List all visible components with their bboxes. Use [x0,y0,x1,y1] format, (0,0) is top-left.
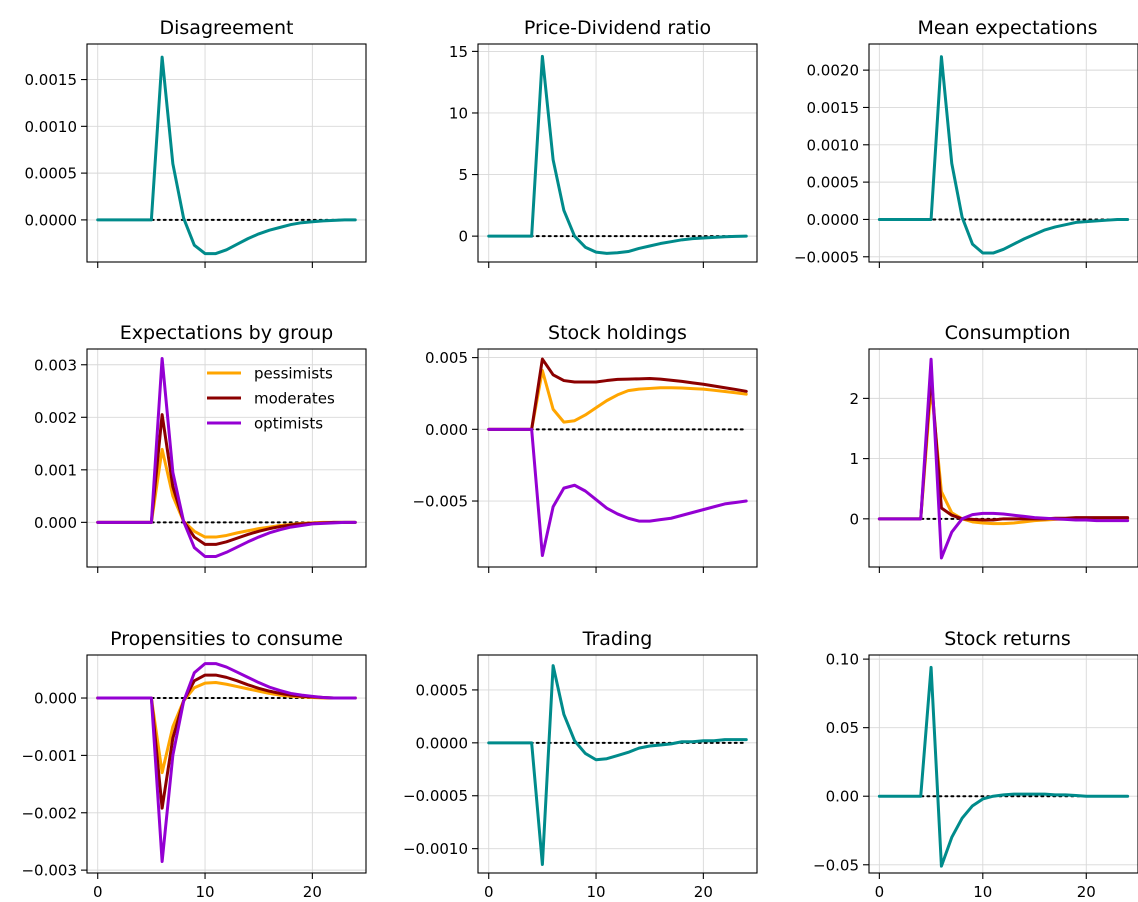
subplot-6: 0 1 2 Consumption [849,322,1138,573]
y-tick-label: −0.0005 [794,248,859,266]
axes-frame [86,348,367,568]
plot-area [96,662,357,864]
plot-area [96,55,357,256]
subplot-title: Disagreement [160,17,294,39]
series-line-pessimists [877,384,1130,526]
subplot-title: Mean expectations [918,17,1098,39]
series-line-optimists [877,357,1130,560]
axes-frame [868,348,1138,568]
plot-area [877,357,1130,560]
plot-area [877,665,1130,868]
y-tick-label: 0.0000 [25,211,78,229]
subplot-7: −0.003 −0.002 −0.001 0.000 0 10 20 Propensities… [21,628,367,901]
y-tick-label: 0.005 [425,349,468,367]
y-tick-label: 0.0000 [416,734,469,752]
axes-frame [868,43,1138,263]
y-tick-label: 0.001 [34,461,77,479]
subplot-title: Propensities to consume [110,628,343,650]
legend-label-moderates: moderates [254,390,335,408]
subplot-title: Consumption [945,322,1071,344]
y-tick-label: 0.10 [826,651,859,669]
series-line-optimists [96,356,357,558]
y-tick-label: −0.002 [21,804,77,822]
x-tick-label: 0 [93,883,103,901]
series-line-optimists [96,662,357,864]
subplot-title: Trading [582,628,653,650]
y-tick-label: −0.0005 [403,787,468,805]
y-tick-label: 0.0010 [25,118,78,136]
y-tick-label: 0.000 [425,421,468,439]
series-line-moderates [96,673,357,810]
y-tick-label: 2 [849,390,859,408]
y-tick-label: 0.05 [826,719,859,737]
y-tick-label: 0.000 [34,690,77,708]
series-line-response [877,665,1130,868]
y-tick-label: 0.002 [34,409,77,427]
y-tick-label: 10 [449,104,468,122]
series-line-moderates [877,372,1130,522]
series-line-optimists [487,427,748,558]
series-line-response [96,55,357,256]
axes-frame [86,43,367,263]
series-line-response [487,664,748,867]
y-tick-label: 0.0015 [25,71,78,89]
legend-label-optimists: optimists [254,415,323,433]
y-tick-label: 15 [449,43,468,61]
axes-frame [477,348,758,568]
y-tick-label: 0.003 [34,356,77,374]
y-tick-label: −0.0010 [403,840,468,858]
y-tick-label: 0.000 [34,514,77,532]
axes-frame [477,654,758,874]
x-tick-label: 10 [973,883,992,901]
subplot-title: Expectations by group [120,322,333,344]
y-tick-label: −0.05 [813,856,859,874]
y-tick-label: 5 [458,166,468,184]
plot-area [487,357,748,558]
y-tick-label: 0.00 [826,788,859,806]
y-tick-label: 0 [849,510,859,528]
axes-frame [868,654,1138,874]
x-tick-label: 20 [303,883,322,901]
subplot-9: −0.05 0.00 0.05 0.10 0 10 20 Stock returns [813,628,1138,901]
x-tick-label: 10 [586,883,605,901]
y-tick-label: −0.001 [21,747,77,765]
x-tick-label: 0 [484,883,494,901]
subplot-8: −0.0010 −0.0005 0.0000 0.0005 0 10 20 Trading [403,628,758,901]
series-line-response [877,55,1130,255]
legend-label-pessimists: pessimists [254,365,333,383]
plot-area [487,664,748,867]
y-tick-label: 0.0005 [25,165,78,183]
y-tick-label: 0.0000 [807,211,860,229]
y-tick-label: 1 [849,450,859,468]
subplot-1: 0.0000 0.0005 0.0010 0.0015 Disagreement [25,17,367,268]
y-tick-label: −0.005 [412,493,468,511]
subplot-title: Stock returns [944,628,1071,650]
axes-frame [477,43,758,263]
y-tick-label: 0.0010 [807,136,860,154]
subplot-2: 0 5 10 15 Price-Dividend ratio [449,17,758,268]
x-tick-label: 20 [694,883,713,901]
y-tick-label: 0.0015 [807,99,860,117]
x-tick-label: 20 [1077,883,1096,901]
subplot-5: −0.005 0.000 0.005 Stock holdings [412,322,758,573]
series-line-response [487,54,748,255]
y-tick-label: 0.0005 [807,174,860,192]
subplot-title: Price-Dividend ratio [524,17,711,39]
y-tick-label: 0.0005 [416,681,469,699]
subplot-4: 0.000 0.001 0.002 0.003 Expectations by grou… [34,322,367,573]
y-tick-label: 0.0020 [807,62,860,80]
subplot-3: −0.0005 0.0000 0.0005 0.0010 0.0015 0.0020 Mea… [794,17,1138,268]
plot-area [487,54,748,255]
y-tick-label: 0 [458,228,468,246]
x-tick-label: 0 [875,883,885,901]
subplot-title: Stock holdings [548,322,687,344]
axes-frame [86,654,367,874]
plot-area [96,356,357,558]
x-tick-label: 10 [195,883,214,901]
plot-area [877,55,1130,255]
y-tick-label: −0.003 [21,862,77,880]
